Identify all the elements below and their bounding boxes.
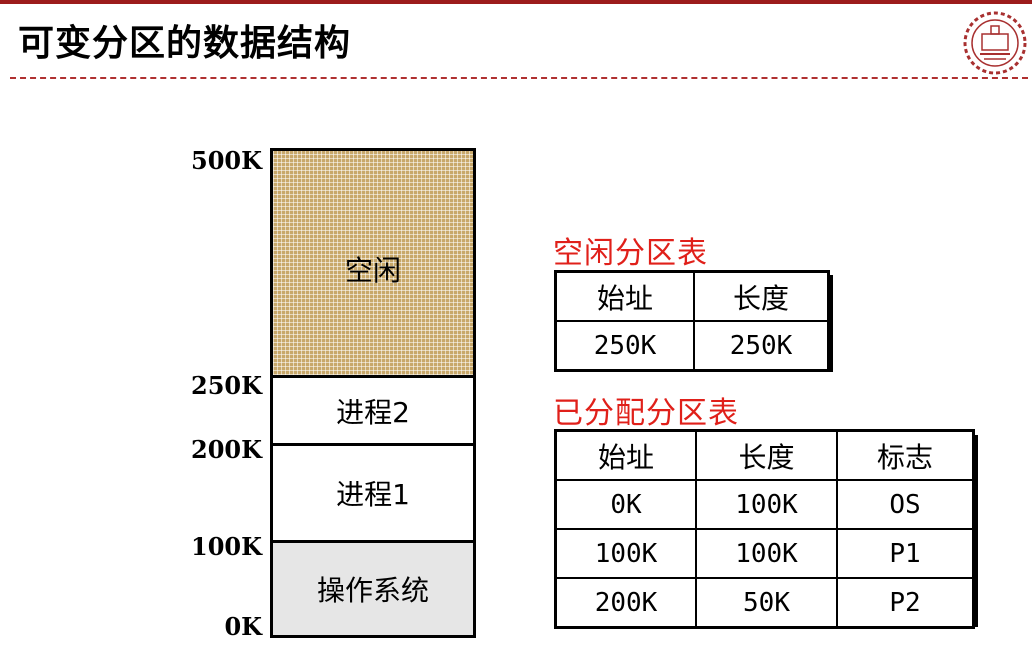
table-row: 100K 100K P1 bbox=[554, 528, 975, 579]
top-accent-bar bbox=[0, 0, 1032, 4]
process1-segment: 进程1 bbox=[273, 446, 473, 543]
free-table-shadow bbox=[829, 275, 833, 372]
table-cell: 250K bbox=[554, 320, 695, 372]
process2-segment: 进程2 bbox=[273, 378, 473, 446]
table-cell: 200K bbox=[554, 577, 697, 629]
address-label-250k: 250K bbox=[191, 371, 262, 400]
address-label-500k: 500K bbox=[191, 146, 262, 175]
address-label-0k: 0K bbox=[224, 612, 262, 641]
table-row: 250K 250K bbox=[554, 320, 830, 372]
os-label: 操作系统 bbox=[316, 574, 429, 607]
title-divider bbox=[10, 77, 1028, 79]
os-segment: 操作系统 bbox=[273, 543, 473, 635]
address-label-100k: 100K bbox=[191, 532, 262, 561]
table-cell: OS bbox=[836, 479, 975, 530]
table-row: 200K 50K P2 bbox=[554, 577, 975, 629]
allocated-partition-table: 始址 长度 标志 0K 100K OS 100K 100K P1 200K 50… bbox=[554, 429, 975, 629]
alloc-table-caption: 已分配分区表 bbox=[553, 396, 739, 431]
table-cell: 100K bbox=[695, 479, 838, 530]
header-cell: 始址 bbox=[554, 270, 695, 322]
memory-layout: 空闲 进程2 进程1 操作系统 bbox=[270, 148, 476, 638]
header-cell: 长度 bbox=[695, 429, 838, 481]
header-cell: 标志 bbox=[836, 429, 975, 481]
address-label-200k: 200K bbox=[191, 435, 262, 464]
alloc-table-shadow bbox=[974, 435, 978, 627]
table-cell: P2 bbox=[836, 577, 975, 629]
process2-label: 进程2 bbox=[336, 395, 410, 429]
table-row: 0K 100K OS bbox=[554, 479, 975, 530]
table-cell: 100K bbox=[554, 528, 697, 579]
university-emblem-icon bbox=[963, 11, 1027, 75]
free-table-caption: 空闲分区表 bbox=[553, 236, 708, 271]
table-cell: 0K bbox=[554, 479, 697, 530]
table-cell: 50K bbox=[695, 577, 838, 629]
page-title: 可变分区的数据结构 bbox=[18, 23, 352, 64]
free-segment-label: 空闲 bbox=[344, 254, 401, 287]
process1-label: 进程1 bbox=[336, 478, 410, 511]
free-segment: 空闲 bbox=[273, 151, 473, 378]
header-cell: 始址 bbox=[554, 429, 697, 481]
table-cell: 100K bbox=[695, 528, 838, 579]
header-cell: 长度 bbox=[693, 270, 830, 322]
table-cell: 250K bbox=[693, 320, 830, 372]
table-header-row: 始址 长度 标志 bbox=[554, 429, 975, 481]
table-cell: P1 bbox=[836, 528, 975, 579]
table-header-row: 始址 长度 bbox=[554, 270, 830, 322]
free-partition-table: 始址 长度 250K 250K bbox=[554, 270, 830, 372]
